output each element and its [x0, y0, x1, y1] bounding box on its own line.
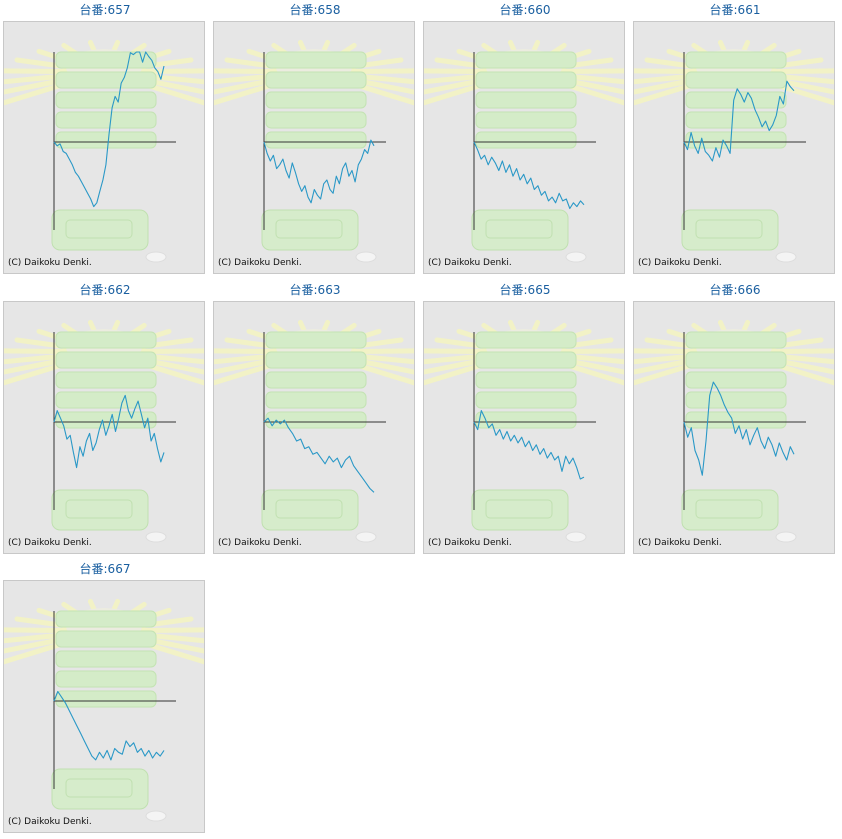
slump-graph: [214, 39, 414, 263]
slump-graph-panel: (C) Daikoku Denki.: [423, 301, 625, 554]
backdrop-illustration: [634, 39, 834, 263]
slump-graph-panel: (C) Daikoku Denki.: [213, 21, 415, 274]
backdrop-illustration: [634, 319, 834, 543]
copyright-label: (C) Daikoku Denki.: [8, 538, 92, 548]
slump-graph-panel: (C) Daikoku Denki.: [213, 301, 415, 554]
backdrop-illustration: [4, 319, 204, 543]
machine-cell-666: 台番:666 (C) Daikoku Denki.: [630, 280, 840, 556]
machine-title[interactable]: 台番:663: [289, 283, 341, 297]
slump-graph-panel: (C) Daikoku Denki.: [423, 21, 625, 274]
slump-graph: [4, 39, 204, 263]
slump-graph: [4, 598, 204, 822]
slump-series-line: [53, 51, 165, 208]
slump-series-line: [473, 141, 585, 210]
slump-graph: [424, 319, 624, 543]
slump-graph-panel: (C) Daikoku Denki.: [3, 580, 205, 833]
copyright-label: (C) Daikoku Denki.: [638, 538, 722, 548]
slump-series-line: [263, 417, 375, 493]
machine-title[interactable]: 台番:661: [709, 3, 761, 17]
machine-cell-660: 台番:660 (C) Daikoku Denki.: [420, 0, 630, 276]
machine-cell-662: 台番:662 (C) Daikoku Denki.: [0, 280, 210, 556]
machine-title[interactable]: 台番:667: [79, 562, 131, 576]
backdrop-illustration: [424, 319, 624, 543]
machine-title[interactable]: 台番:658: [289, 3, 341, 17]
slump-series-line: [473, 410, 585, 480]
copyright-label: (C) Daikoku Denki.: [218, 258, 302, 268]
slump-series-line: [263, 139, 375, 204]
copyright-label: (C) Daikoku Denki.: [428, 258, 512, 268]
slump-graph: [214, 319, 414, 543]
machine-cell-657: 台番:657 (C) Daikoku Denki.: [0, 0, 210, 276]
copyright-label: (C) Daikoku Denki.: [8, 817, 92, 827]
backdrop-illustration: [214, 39, 414, 263]
copyright-label: (C) Daikoku Denki.: [218, 538, 302, 548]
slump-series-line: [53, 690, 165, 761]
slump-graph-panel: (C) Daikoku Denki.: [3, 301, 205, 554]
backdrop-illustration: [4, 598, 204, 822]
slump-graph-panel: (C) Daikoku Denki.: [3, 21, 205, 274]
machine-title[interactable]: 台番:666: [709, 283, 761, 297]
machine-title[interactable]: 台番:660: [499, 3, 551, 17]
machine-cell-665: 台番:665 (C) Daikoku Denki.: [420, 280, 630, 556]
slump-graph-panel: (C) Daikoku Denki.: [633, 301, 835, 554]
slump-graph: [634, 39, 834, 263]
machine-cell-663: 台番:663 (C) Daikoku Denki.: [210, 280, 420, 556]
slump-graph: [634, 319, 834, 543]
slump-graph: [424, 39, 624, 263]
machine-title[interactable]: 台番:662: [79, 283, 131, 297]
copyright-label: (C) Daikoku Denki.: [8, 258, 92, 268]
machine-title[interactable]: 台番:657: [79, 3, 131, 17]
backdrop-illustration: [424, 39, 624, 263]
machine-cell-661: 台番:661 (C) Daikoku Denki.: [630, 0, 840, 276]
copyright-label: (C) Daikoku Denki.: [638, 258, 722, 268]
machine-title[interactable]: 台番:665: [499, 283, 551, 297]
slump-series-line: [683, 381, 795, 476]
slump-graph-panel: (C) Daikoku Denki.: [633, 21, 835, 274]
backdrop-illustration: [4, 39, 204, 263]
machine-cell-658: 台番:658 (C) Daikoku Denki.: [210, 0, 420, 276]
machine-cell-667: 台番:667 (C) Daikoku Denki.: [0, 559, 210, 835]
slump-series-line: [53, 394, 165, 469]
slump-series-line: [683, 80, 795, 162]
copyright-label: (C) Daikoku Denki.: [428, 538, 512, 548]
backdrop-illustration: [214, 319, 414, 543]
slump-graph: [4, 319, 204, 543]
